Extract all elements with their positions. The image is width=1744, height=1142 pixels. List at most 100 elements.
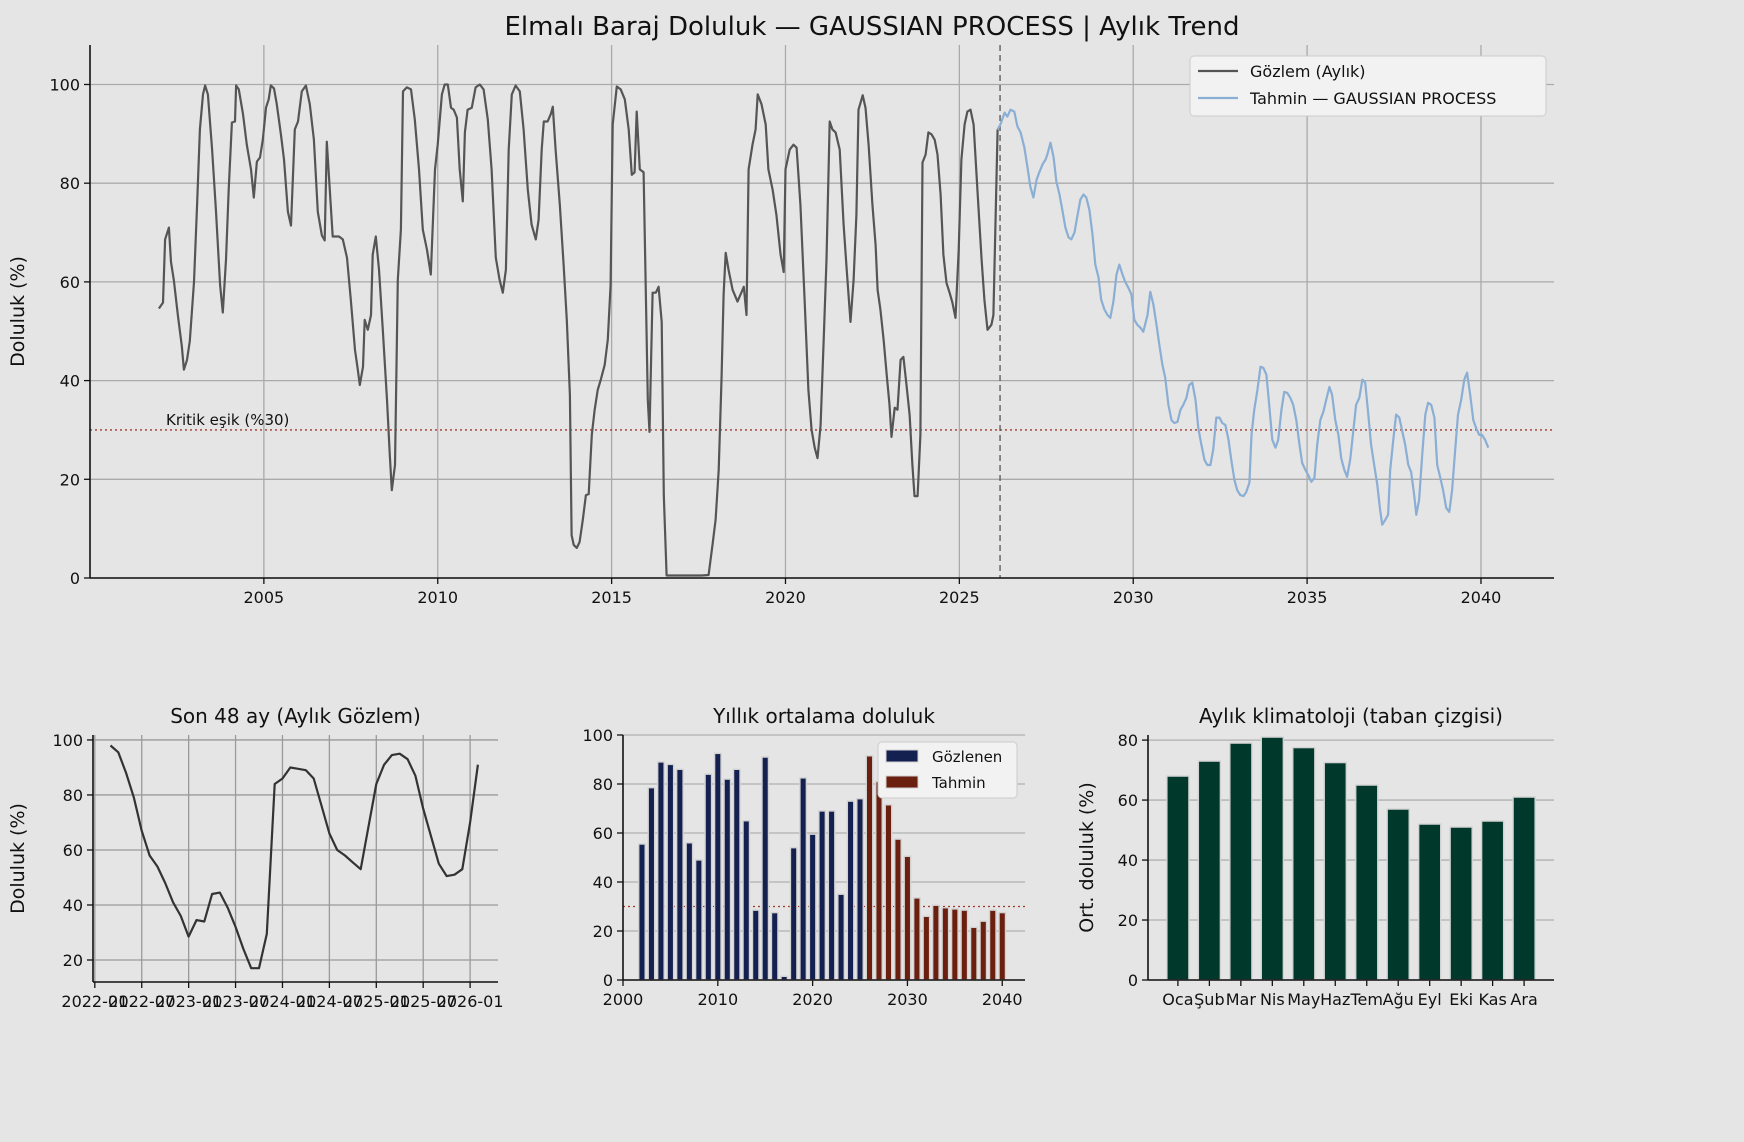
y-tick-label: 60 bbox=[63, 841, 83, 860]
x-tick-label: Mar bbox=[1226, 990, 1257, 1009]
observed-bar bbox=[837, 893, 845, 981]
forecast-bar bbox=[931, 904, 940, 981]
x-tick-label: 2022-07 bbox=[108, 992, 175, 1011]
chart-title: Son 48 ay (Aylık Gözlem) bbox=[170, 704, 421, 728]
x-tick-label: Nis bbox=[1260, 990, 1285, 1009]
climatology-bar bbox=[1417, 823, 1442, 981]
y-tick-label: 20 bbox=[593, 922, 613, 941]
y-axis-label: Ort. doluluk (%) bbox=[1076, 782, 1098, 933]
figure-title: Elmalı Baraj Doluluk — GAUSSIAN PROCESS … bbox=[505, 12, 1240, 42]
x-tick-label: Kas bbox=[1478, 990, 1506, 1009]
observed-bar bbox=[770, 911, 779, 981]
x-tick-label: 2024-01 bbox=[249, 992, 316, 1011]
x-tick-label: 2035 bbox=[1287, 588, 1328, 607]
forecast-bar bbox=[903, 855, 912, 981]
x-tick-label: 2025-07 bbox=[390, 992, 457, 1011]
x-tick-label: Şub bbox=[1194, 990, 1224, 1009]
forecast-bar bbox=[875, 780, 883, 981]
forecast-series-line bbox=[996, 108, 1490, 526]
y-tick-label: 20 bbox=[60, 470, 80, 489]
y-tick-label: 60 bbox=[60, 273, 80, 292]
y-tick-label: 80 bbox=[1118, 731, 1138, 750]
x-tick-label: 2020 bbox=[765, 588, 806, 607]
x-tick-label: Tem bbox=[1349, 990, 1382, 1009]
y-tick-label: 0 bbox=[70, 569, 80, 588]
x-tick-label: Eki bbox=[1449, 990, 1473, 1009]
observed-series-line bbox=[157, 83, 999, 577]
x-tick-label: 2030 bbox=[887, 990, 928, 1009]
climatology-bar bbox=[1166, 775, 1190, 981]
forecast-bar bbox=[922, 915, 931, 981]
climatology-bar bbox=[1512, 796, 1536, 981]
threshold-label: Kritik eşik (%30) bbox=[166, 411, 289, 429]
observed-bar bbox=[856, 798, 864, 981]
x-tick-label: 2025-01 bbox=[343, 992, 410, 1011]
observed-bar bbox=[638, 843, 646, 981]
y-tick-label: 40 bbox=[60, 372, 80, 391]
x-tick-label: 2025 bbox=[939, 588, 980, 607]
legend-label: Tahmin — GAUSSIAN PROCESS bbox=[1249, 89, 1496, 108]
chart-title: Aylık klimatoloji (taban çizgisi) bbox=[1199, 704, 1503, 728]
observed-bar bbox=[751, 909, 760, 981]
forecast-bar bbox=[912, 897, 921, 981]
x-tick-label: 2010 bbox=[697, 990, 738, 1009]
y-tick-label: 20 bbox=[63, 951, 83, 970]
forecast-bar bbox=[969, 926, 978, 981]
x-tick-label: May bbox=[1287, 990, 1320, 1009]
legend-label: Gözlem (Aylık) bbox=[1250, 62, 1366, 81]
legend-label: Gözlenen bbox=[932, 748, 1002, 766]
legend-label: Tahmin bbox=[931, 774, 986, 792]
observed-bar bbox=[704, 773, 713, 981]
climatology-bar bbox=[1480, 820, 1505, 981]
forecast-bar bbox=[998, 911, 1007, 981]
observed-bar bbox=[799, 777, 808, 981]
chart-title: Yıllık ortalama doluluk bbox=[712, 704, 935, 728]
observed-bar bbox=[846, 800, 855, 981]
forecast-bar bbox=[979, 920, 988, 981]
forecast-bar bbox=[950, 908, 959, 981]
y-axis-label: Doluluk (%) bbox=[7, 803, 29, 914]
chart-1: 204060801002022-012022-072023-012023-072… bbox=[7, 704, 504, 1011]
y-tick-label: 100 bbox=[49, 75, 80, 94]
x-tick-label: 2022-01 bbox=[61, 992, 128, 1011]
climatology-bar bbox=[1260, 736, 1285, 981]
x-tick-label: Haz bbox=[1320, 990, 1350, 1009]
climatology-bar bbox=[1355, 784, 1379, 981]
legend-box bbox=[1189, 55, 1547, 117]
legend: Gözlenen Tahmin bbox=[877, 741, 1018, 799]
y-tick-label: 100 bbox=[582, 726, 613, 745]
observed-series-line bbox=[109, 744, 479, 970]
y-tick-label: 0 bbox=[1128, 971, 1138, 990]
y-tick-label: 40 bbox=[593, 873, 613, 892]
climatology-bar bbox=[1323, 761, 1347, 981]
x-tick-label: 2023-07 bbox=[202, 992, 269, 1011]
climatology-bar bbox=[1449, 826, 1473, 981]
y-tick-label: 60 bbox=[1118, 791, 1138, 810]
climatology-bar bbox=[1386, 808, 1410, 981]
observed-bar bbox=[647, 786, 656, 981]
forecast-bar bbox=[941, 907, 950, 981]
forecast-bar bbox=[865, 755, 874, 981]
observed-bar bbox=[827, 810, 836, 981]
y-tick-label: 100 bbox=[52, 731, 83, 750]
observed-bar bbox=[818, 810, 827, 981]
x-tick-label: 2040 bbox=[982, 990, 1023, 1009]
y-tick-label: 80 bbox=[63, 786, 83, 805]
x-tick-label: Ağu bbox=[1383, 990, 1414, 1009]
observed-bar bbox=[761, 756, 770, 981]
x-tick-label: 2040 bbox=[1461, 588, 1502, 607]
x-tick-label: 2005 bbox=[244, 588, 285, 607]
forecast-bar bbox=[894, 838, 902, 981]
x-tick-label: 2020 bbox=[792, 990, 833, 1009]
climatology-bar bbox=[1292, 746, 1316, 981]
y-tick-label: 40 bbox=[63, 896, 83, 915]
observed-bar bbox=[685, 842, 694, 981]
chart-3: 0 20 40 60 80 Aylık klimatoloji (taban çizgis… bbox=[1076, 704, 1554, 1009]
y-tick-label: 80 bbox=[593, 775, 613, 794]
forecast-bar bbox=[884, 804, 893, 981]
y-tick-label: 20 bbox=[1118, 911, 1138, 930]
observed-bar bbox=[657, 761, 665, 981]
